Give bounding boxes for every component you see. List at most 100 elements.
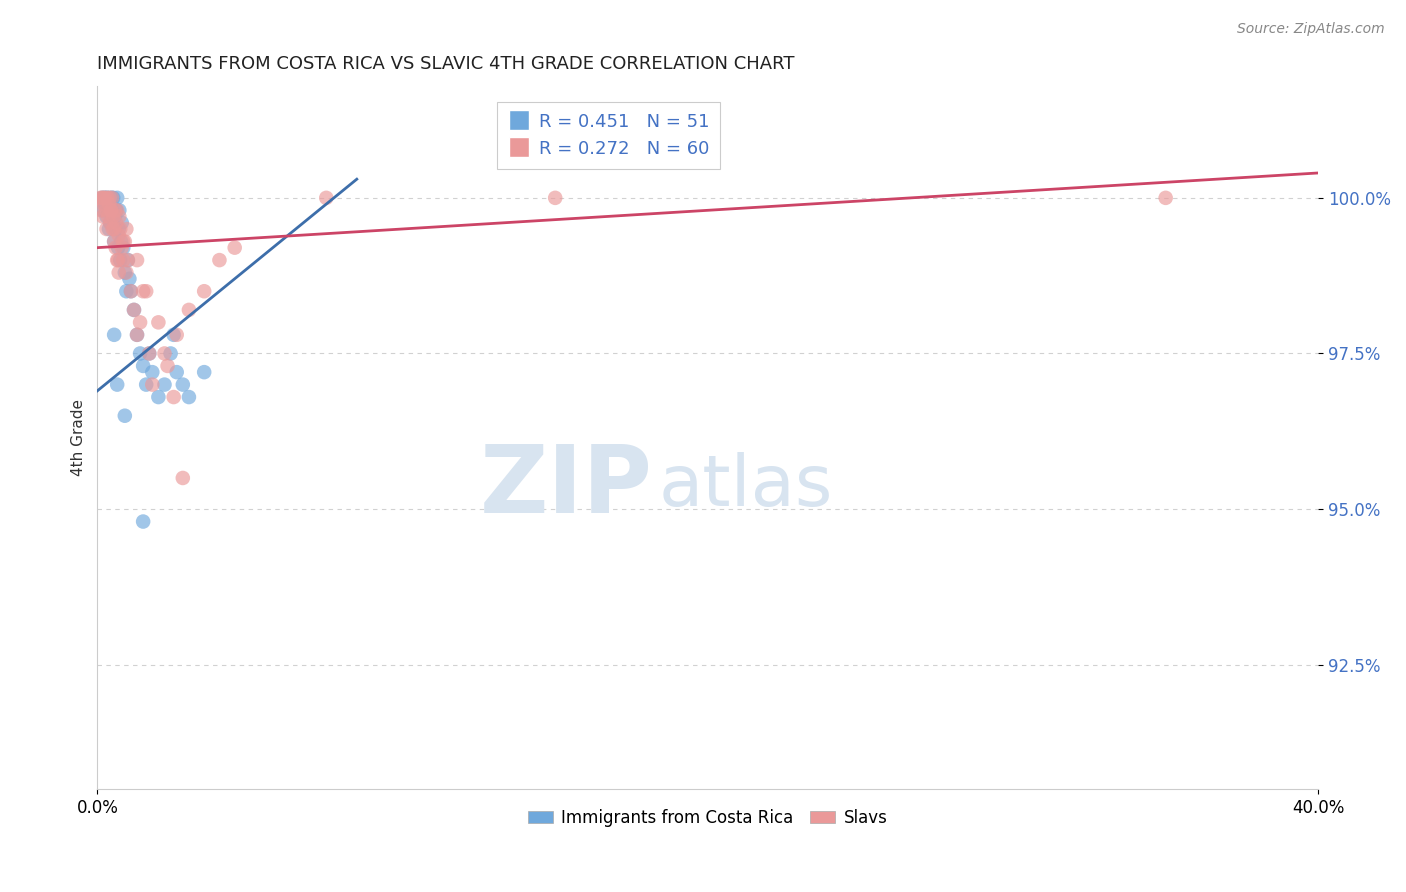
Point (100, 197, 122, 211)
Point (132, 359, 155, 373)
Point (129, 346, 152, 360)
Point (118, 272, 141, 286)
Point (90, 191, 112, 205)
Point (104, 210, 127, 224)
Point (105, 203, 128, 218)
Point (107, 228, 129, 243)
Point (114, 266, 136, 280)
Point (159, 346, 181, 360)
Point (177, 302, 200, 317)
Point (107, 222, 129, 236)
Point (103, 235, 125, 249)
Point (90, 191, 112, 205)
Point (153, 346, 176, 360)
Text: ZIP: ZIP (479, 441, 652, 533)
Point (112, 241, 135, 255)
Point (104, 203, 127, 218)
Point (101, 222, 124, 236)
Point (193, 365, 215, 379)
Point (224, 241, 246, 255)
Point (103, 327, 125, 342)
Point (108, 203, 131, 218)
Point (93, 191, 115, 205)
Point (172, 377, 194, 392)
Point (125, 327, 148, 342)
Point (315, 191, 337, 205)
Point (105, 216, 128, 230)
Point (114, 409, 136, 423)
Point (120, 284, 142, 298)
Point (132, 515, 155, 529)
Point (163, 327, 186, 342)
Point (122, 302, 145, 317)
Point (112, 235, 135, 249)
Point (135, 377, 157, 392)
Point (115, 266, 138, 280)
Point (96, 191, 118, 205)
Point (103, 191, 125, 205)
Point (91, 210, 114, 224)
Point (105, 191, 128, 205)
Point (97, 203, 120, 218)
Point (105, 203, 128, 218)
Point (120, 284, 142, 298)
Point (117, 253, 139, 268)
Point (125, 327, 148, 342)
Point (101, 203, 124, 218)
Point (94, 203, 117, 218)
Point (98, 216, 121, 230)
Point (141, 365, 163, 379)
Point (544, 191, 567, 205)
Point (100, 203, 122, 218)
Point (101, 191, 124, 205)
Point (90, 203, 112, 218)
Point (107, 266, 129, 280)
Point (91, 203, 114, 218)
Point (103, 210, 125, 224)
Legend: Immigrants from Costa Rica, Slavs: Immigrants from Costa Rica, Slavs (522, 802, 894, 834)
Point (125, 253, 148, 268)
Point (166, 327, 188, 342)
Point (110, 235, 132, 249)
Point (89, 191, 111, 205)
Y-axis label: 4th Grade: 4th Grade (72, 399, 86, 476)
Point (115, 222, 138, 236)
Point (110, 222, 132, 236)
Point (163, 390, 186, 404)
Text: IMMIGRANTS FROM COSTA RICA VS SLAVIC 4TH GRADE CORRELATION CHART: IMMIGRANTS FROM COSTA RICA VS SLAVIC 4TH… (97, 55, 794, 73)
Point (96, 210, 118, 224)
Point (148, 315, 170, 329)
Point (148, 390, 170, 404)
Point (193, 284, 215, 298)
Point (107, 241, 129, 255)
Point (96, 222, 118, 236)
Point (94, 191, 117, 205)
Point (97, 210, 120, 224)
Point (177, 390, 200, 404)
Point (101, 191, 124, 205)
Point (122, 302, 145, 317)
Point (108, 210, 131, 224)
Point (105, 253, 128, 268)
Point (153, 377, 176, 392)
Point (132, 284, 155, 298)
Text: atlas: atlas (659, 452, 834, 521)
Point (94, 197, 117, 211)
Point (94, 191, 117, 205)
Point (105, 377, 128, 392)
Point (97, 197, 120, 211)
Point (135, 284, 157, 298)
Point (111, 241, 134, 255)
Point (103, 222, 125, 236)
Point (117, 253, 139, 268)
Point (98, 216, 121, 230)
Point (103, 235, 125, 249)
Point (93, 191, 115, 205)
Point (93, 197, 115, 211)
Point (129, 315, 152, 329)
Point (98, 191, 121, 205)
Point (97, 222, 120, 236)
Point (1154, 191, 1177, 205)
Point (96, 191, 118, 205)
Text: Source: ZipAtlas.com: Source: ZipAtlas.com (1237, 22, 1385, 37)
